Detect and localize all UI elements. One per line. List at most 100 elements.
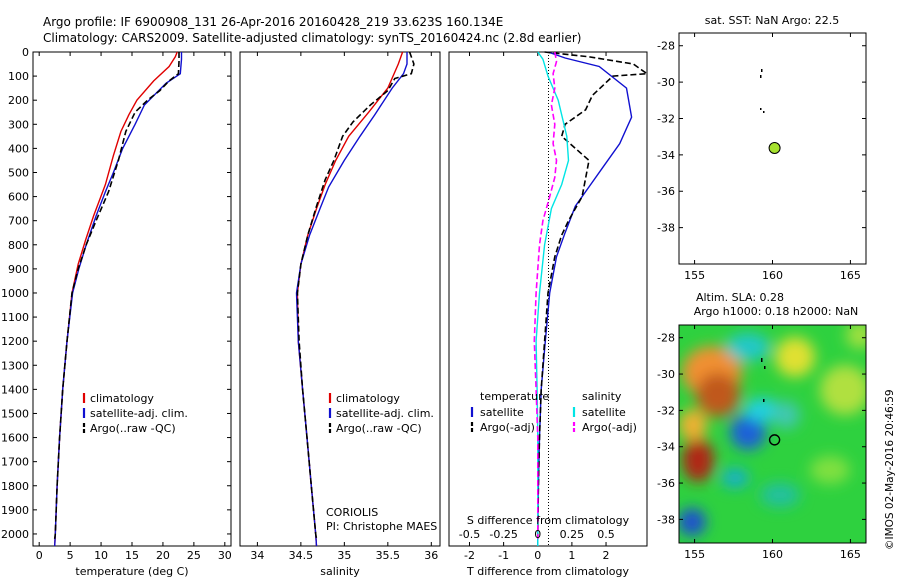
argo-position-marker (768, 434, 781, 446)
temperature-xtick-label: 0 (36, 549, 43, 562)
series-line-difference-1 (536, 51, 650, 542)
depth-tick-label: 700 (8, 215, 29, 228)
sst-lon-label: 165 (840, 269, 861, 282)
series-line-salinity-2 (296, 51, 415, 539)
temperature-xtick-label: 30 (218, 549, 232, 562)
sst-lon-label: 155 (684, 269, 705, 282)
sst-lat-label: -38 (657, 222, 675, 235)
temperature-xtick-label: 5 (67, 549, 74, 562)
t-difference-label: T difference from climatology (466, 565, 629, 578)
depth-tick-label: 900 (8, 263, 29, 276)
salinity-xtick-label: 34.5 (289, 549, 314, 562)
depth-tick-label: 100 (8, 70, 29, 83)
legend-title-temperature: temperature (480, 390, 549, 403)
sst-lat-label: -34 (657, 149, 675, 162)
header-line-2: Climatology: CARS2009. Satellite-adjuste… (43, 31, 581, 45)
sst-lat-label: -36 (657, 185, 675, 198)
sla-lat-label: -30 (657, 368, 675, 381)
depth-tick-label: 2000 (1, 528, 29, 541)
salinity-xtick-label: 34 (250, 549, 264, 562)
temperature-panel: 0100200300400500600700800900100011001200… (1, 46, 647, 578)
difference-xtick-label: 1 (568, 549, 575, 562)
sla-lon-label: 160 (762, 548, 783, 561)
depth-tick-label: 300 (8, 118, 29, 131)
s-tick-label: 0.25 (560, 528, 585, 541)
series-line-temperature-2 (53, 52, 180, 539)
depth-tick-label: 1900 (1, 504, 29, 517)
sla-heatmap (679, 325, 866, 543)
argo-position-marker (768, 142, 781, 155)
sla-lat-label: -32 (657, 404, 675, 417)
depth-tick-label: 400 (8, 142, 29, 155)
depth-tick-label: 1100 (1, 311, 29, 324)
temperature-legend: climatology satellite-adj. clim. Argo(..ra… (82, 392, 188, 435)
temperature-xtick-label: 10 (94, 549, 108, 562)
pi-label: PI: Christophe MAES (326, 520, 437, 533)
sst-lon-label: 160 (762, 269, 783, 282)
difference-legend: temperature salinity satellite Argo(-adj) sa… (470, 390, 637, 434)
depth-tick-label: 1300 (1, 359, 29, 372)
sst-map-panel: sat. SST: NaN Argo: 22.5 155 160 165 -28 -30… (657, 14, 867, 282)
difference-xtick-label: -1 (498, 549, 509, 562)
legend-entry: Argo(-adj) (582, 421, 637, 434)
sst-map-title: sat. SST: NaN Argo: 22.5 (705, 14, 839, 27)
depth-tick-label: 1800 (1, 480, 29, 493)
s-tick-label: 0.5 (597, 528, 615, 541)
coastline-marks (760, 69, 765, 113)
header-line-1: Argo profile: IF 6900908_131 26-Apr-2016… (43, 15, 503, 29)
depth-tick-label: 500 (8, 166, 29, 179)
difference-xtick-label: 0 (534, 549, 541, 562)
legend-entry: satellite (480, 406, 524, 419)
temperature-xtick-label: 25 (187, 549, 201, 562)
salinity-legend: climatology satellite-adj. clim. Argo(..ra… (328, 392, 434, 435)
sla-lon-label: 155 (684, 548, 705, 561)
legend-entry: Argo(-adj) (480, 421, 535, 434)
sla-lon-label: 165 (840, 548, 861, 561)
difference-panel: -2 -1 0 1 2 temperature salinity satellite Argo… (448, 51, 650, 578)
coast-mark (763, 111, 765, 113)
coast-mark (763, 399, 765, 402)
temperature-xtick-label: 15 (125, 549, 139, 562)
sst-lat-label: -30 (657, 76, 675, 89)
legend-entry: satellite-adj. clim. (336, 407, 434, 420)
s-tick-label: -0.5 (459, 528, 480, 541)
legend-entry: climatology (90, 392, 154, 405)
depth-tick-label: 200 (8, 94, 29, 107)
coriolis-label: CORIOLIS (326, 506, 378, 519)
sst-lat-label: -28 (657, 40, 675, 53)
legend-entry: climatology (336, 392, 400, 405)
salinity-xtick-label: 35 (337, 549, 351, 562)
salinity-xtick-label: 35.5 (376, 549, 401, 562)
sla-lat-label: -36 (657, 477, 675, 490)
series-line-difference-2 (535, 51, 570, 546)
depth-tick-label: 1600 (1, 432, 29, 445)
depth-tick-label: 1000 (1, 287, 29, 300)
depth-tick-label: 1400 (1, 383, 29, 396)
coast-mark (764, 366, 766, 369)
copyright-label: ©IMOS 02-May-2016 20:46:59 (884, 389, 896, 550)
s-difference-label: S difference from climatology (467, 514, 630, 527)
sla-lat-label: -38 (657, 513, 675, 526)
coast-mark (760, 75, 762, 78)
s-tick-label: -0.25 (489, 528, 517, 541)
legend-entry: satellite (582, 406, 626, 419)
sst-lat-label: -32 (657, 112, 675, 125)
sla-map-subtitle: Argo h1000: 0.18 h2000: NaN (694, 305, 859, 318)
salinity-panel: 34 34.5 35 35.5 36 salinity climatology satel… (239, 51, 441, 578)
depth-tick-label: 1200 (1, 335, 29, 348)
temperature-xtick-label: 20 (156, 549, 170, 562)
temperature-axis-label: temperature (deg C) (75, 565, 188, 578)
salinity-axis-label: salinity (320, 565, 360, 578)
sla-lat-label: -34 (657, 441, 675, 454)
coast-mark (761, 69, 763, 72)
depth-tick-label: 800 (8, 239, 29, 252)
difference-xtick-label: 2 (603, 549, 610, 562)
s-tick-label: 0 (534, 528, 541, 541)
salinity-plot-frame (239, 51, 441, 547)
legend-entry: Argo(..raw -QC) (90, 422, 176, 435)
series-line-difference-3 (533, 51, 558, 539)
depth-tick-label: 1500 (1, 407, 29, 420)
legend-title-salinity: salinity (582, 390, 622, 403)
sla-map-title: Altim. SLA: 0.28 (696, 291, 784, 304)
